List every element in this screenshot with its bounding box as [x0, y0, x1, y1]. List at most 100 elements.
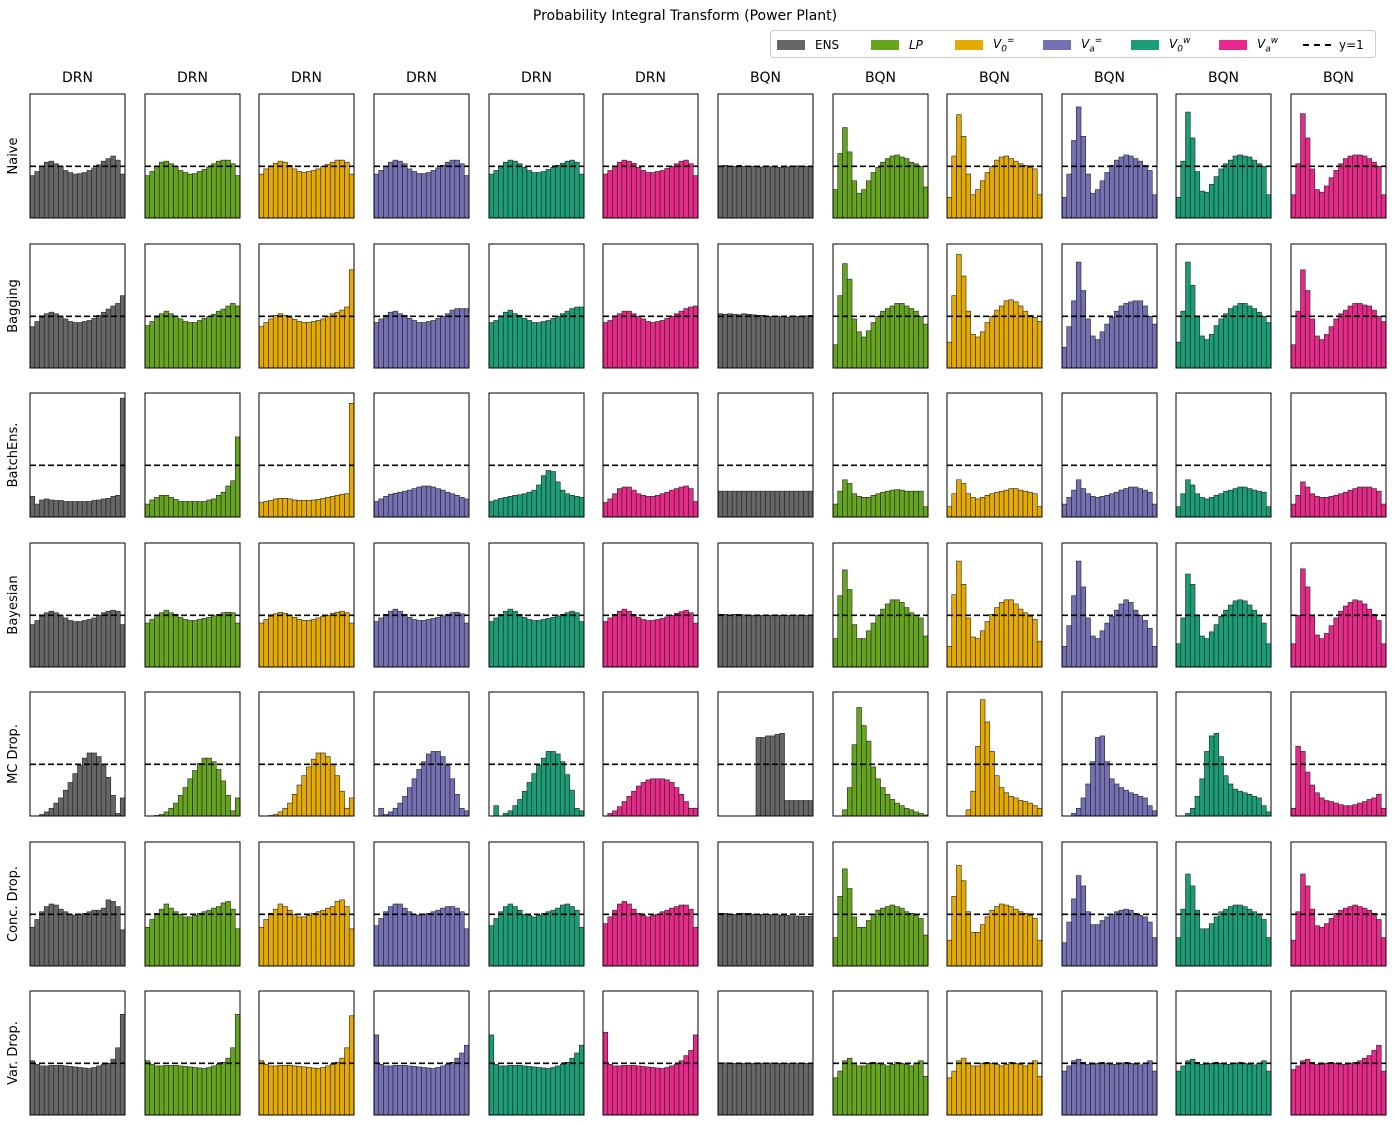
- histogram-bar: [1218, 168, 1224, 219]
- histogram-bar: [975, 189, 981, 219]
- histogram-bar: [889, 799, 896, 817]
- histogram-bar: [196, 320, 203, 369]
- histogram-bar: [287, 802, 293, 817]
- histogram-bar: [1261, 805, 1267, 817]
- histogram-bar: [306, 915, 312, 967]
- histogram-bar: [158, 494, 165, 518]
- histogram-bar: [1118, 1063, 1125, 1116]
- histogram-panel: [1061, 93, 1158, 219]
- histogram-bar: [793, 165, 800, 219]
- histogram-bar: [1338, 804, 1344, 817]
- histogram-bar: [1180, 310, 1186, 369]
- histogram-panel: [29, 243, 126, 369]
- histogram-bar: [616, 488, 623, 518]
- histogram-bar: [1237, 599, 1243, 668]
- histogram-bar: [258, 326, 265, 369]
- histogram-bar: [1242, 792, 1248, 817]
- histogram-bar: [946, 646, 953, 668]
- histogram-panel: [258, 691, 355, 817]
- histogram-bar: [1227, 604, 1234, 668]
- histogram-bar: [110, 609, 116, 668]
- histogram-bar: [378, 617, 384, 668]
- histogram-bar: [402, 163, 408, 219]
- histogram-bar: [1261, 491, 1267, 518]
- figure-title: Probability Integral Transform (Power Pl…: [532, 8, 838, 24]
- histogram-bar: [798, 490, 804, 518]
- histogram-bar: [722, 165, 728, 219]
- histogram-bar: [837, 595, 843, 668]
- histogram-bar: [406, 318, 413, 369]
- histogram-bar: [1309, 493, 1316, 518]
- histogram-panel: [1061, 691, 1158, 817]
- panel-frame: [1061, 93, 1158, 219]
- histogram-bar: [53, 612, 59, 668]
- histogram-bar: [435, 751, 441, 817]
- histogram-panel: [144, 243, 241, 369]
- histogram-panel: [29, 392, 126, 518]
- histogram-bar: [1333, 1063, 1339, 1116]
- histogram-bar: [168, 497, 174, 518]
- histogram-bar: [268, 616, 274, 668]
- histogram-bar: [1295, 163, 1301, 219]
- histogram-panel: [602, 691, 699, 817]
- histogram-bar: [654, 778, 661, 817]
- histogram-bar: [574, 612, 580, 668]
- histogram-bar: [397, 903, 403, 967]
- histogram-bar: [421, 620, 427, 668]
- histogram-bar: [1261, 919, 1267, 967]
- histogram-bar: [196, 171, 203, 219]
- histogram-bar: [1376, 166, 1382, 219]
- histogram-bar: [1227, 489, 1234, 518]
- histogram-bar: [1246, 793, 1253, 817]
- histogram-bar: [230, 480, 236, 518]
- histogram-bar: [1314, 1064, 1320, 1116]
- histogram-bar: [779, 615, 785, 668]
- histogram-bar: [894, 303, 900, 369]
- histogram-bar: [1109, 616, 1115, 668]
- histogram-bar: [654, 494, 661, 518]
- histogram-bar: [512, 906, 518, 967]
- histogram-bar: [678, 793, 685, 817]
- histogram-bar: [344, 161, 350, 219]
- histogram-bar: [807, 166, 814, 219]
- histogram-bar: [1090, 335, 1096, 369]
- histogram-bar: [144, 175, 151, 219]
- histogram-bar: [348, 269, 355, 369]
- panel-frame: [946, 243, 1043, 369]
- histogram-bar: [578, 173, 585, 219]
- histogram-bar: [1071, 1060, 1077, 1116]
- histogram-bar: [1328, 801, 1335, 817]
- histogram-bar: [889, 305, 896, 369]
- histogram-bar: [1085, 173, 1091, 219]
- histogram-bar: [1123, 789, 1129, 817]
- histogram-bar: [635, 1065, 642, 1116]
- histogram-bar: [555, 907, 561, 967]
- histogram-bar: [154, 317, 160, 369]
- histogram-bar: [975, 336, 981, 369]
- histogram-bar: [144, 622, 151, 668]
- histogram-bar: [626, 486, 632, 518]
- panel-frame: [258, 243, 355, 369]
- panel-frame: [373, 691, 470, 817]
- histogram-panel: [258, 93, 355, 219]
- histogram-bar: [793, 615, 800, 668]
- histogram-bar: [201, 169, 208, 219]
- histogram-bar: [722, 613, 728, 668]
- histogram-bar: [1265, 506, 1272, 518]
- histogram-bar: [669, 316, 675, 369]
- histogram-bar: [1357, 600, 1363, 668]
- histogram-bar: [1347, 1063, 1354, 1116]
- column-title: DRN: [291, 70, 322, 86]
- histogram-bar: [913, 811, 919, 817]
- histogram-bar: [1290, 503, 1297, 518]
- histogram-bar: [416, 769, 422, 817]
- histogram-bar: [411, 1066, 418, 1116]
- histogram-bar: [851, 493, 858, 518]
- histogram-bar: [602, 173, 609, 219]
- histogram-bar: [765, 615, 771, 668]
- histogram-bar: [502, 906, 509, 967]
- histogram-bar: [1008, 1062, 1014, 1116]
- histogram-bar: [215, 769, 222, 817]
- histogram-bar: [100, 612, 107, 668]
- histogram-bar: [765, 735, 771, 817]
